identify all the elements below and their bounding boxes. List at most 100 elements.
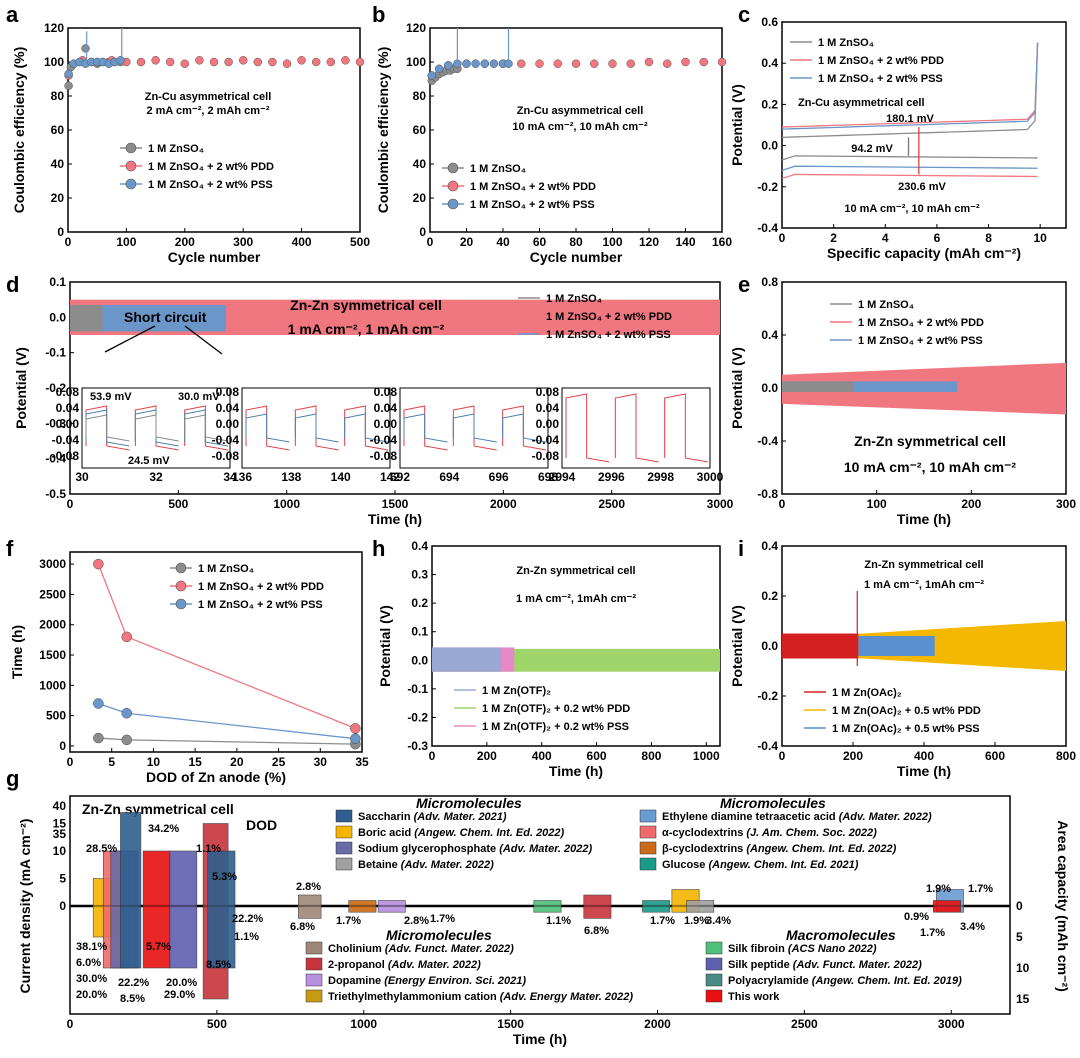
data-point [151, 56, 160, 65]
znso4-band [70, 304, 103, 332]
data-point [644, 57, 654, 67]
x-tick-label: 25 [272, 755, 286, 769]
data-point [268, 57, 277, 67]
annotation: Zn-Zn symmetrical cell [864, 559, 983, 571]
legend-entry: Cholinium (Adv. Funct. Mater. 2022) [328, 943, 514, 955]
inset-label: 24.5 mV [128, 455, 170, 467]
legend-entry: 1 M ZnSO₄ + 2 wt% PSS [858, 335, 983, 347]
inset-y-tick: -0.04 [370, 433, 398, 447]
x-tick-label: 0 [67, 1017, 74, 1031]
y-tick-label: 1000 [39, 678, 66, 692]
x-tick-label: 140 [675, 235, 695, 249]
bar-capacity [207, 905, 236, 969]
data-point [717, 57, 727, 67]
annotation: 1 mA cm⁻², 1 mAh cm⁻² [288, 321, 445, 337]
data-point [121, 707, 132, 719]
y-axis-title: Coulombic efficiency (%) [11, 47, 27, 213]
inset-y-tick: 0.08 [374, 385, 398, 399]
bar-capacity [377, 905, 406, 913]
dod-label: 5.3% [212, 871, 237, 883]
y-tick-label: 1500 [39, 648, 66, 662]
x-tick-label: 6 [934, 231, 941, 245]
y2-axis-title: Area capacity (mAh cm⁻²) [1055, 820, 1071, 992]
inset-y-tick: 0.04 [56, 401, 80, 415]
legend-entry: 1 M ZnSO₄ [470, 163, 526, 175]
y-tick-label: 100 [44, 55, 64, 69]
bar-capacity [348, 905, 377, 913]
legend-entry: 1 M ZnSO₄ + 2 wt% PSS [148, 179, 273, 191]
dod-label: 1.1% [196, 843, 221, 855]
legend-entry: 1 M ZnSO₄ [198, 563, 254, 575]
data-point [535, 59, 544, 68]
inset-y-tick: -0.08 [370, 449, 398, 463]
panel-label-a: a [6, 2, 19, 27]
y-tick-label: 500 [46, 709, 66, 723]
y-tick-label: -0.1 [407, 682, 428, 696]
y2-tick-label: 15 [1016, 992, 1030, 1006]
x-tick-label: 200 [175, 235, 195, 249]
panel-g: 0 500 1000 1500 2000 2500 30000510153540051015… [17, 795, 1071, 1047]
inset-2: 0.08 0.04 0.00 -0.04 -0.08 692 694 696 698 [370, 385, 559, 484]
data-point [282, 59, 292, 68]
panel-h: 0 200 400 600 800 1000 -0.3 -0.2 -0.1 0.0 0.1 0.2 0.… [377, 539, 721, 779]
dod-label: 6.8% [584, 925, 609, 937]
x-tick-label: 800 [1056, 749, 1076, 763]
y-tick-label: 10 [53, 844, 67, 858]
discharge-curve [781, 155, 1038, 161]
x-tick-label: 0 [427, 235, 434, 249]
inset-y-tick: 0.00 [536, 417, 560, 431]
x-tick-label: 0 [779, 497, 786, 511]
data-point [180, 59, 190, 68]
y-tick-label: 0.4 [411, 539, 428, 553]
inset-x-tick: 30 [75, 470, 89, 484]
inset-x-tick: 696 [489, 470, 509, 484]
y-tick-label: 0 [59, 739, 66, 753]
y-axis-title: Potential (V) [377, 605, 393, 687]
legend-entry: Ethylene diamine tetraacetic acid (Adv. … [662, 811, 932, 823]
x-tick-label: 400 [292, 235, 312, 249]
legend-entry: 1 M ZnSO₄ + 2 wt% PSS [818, 73, 943, 85]
y-axis-title: Coulombic efficiency (%) [375, 47, 391, 213]
inset-y-tick: -0.08 [52, 449, 80, 463]
x-axis-title: Time (h) [513, 1031, 567, 1047]
legend-marker [447, 180, 459, 192]
y-tick-label: 40 [53, 799, 67, 813]
plot-frame [781, 21, 1067, 229]
dod-label: 1.7% [650, 915, 675, 927]
x-tick-label: 20 [460, 235, 474, 249]
discharge-curve [781, 173, 1038, 180]
panel-label-g: g [6, 766, 19, 791]
x-tick-label: 10 [1034, 231, 1048, 245]
dod-title: DOD [246, 817, 277, 833]
inset-y-tick: 0.00 [216, 417, 240, 431]
dod-label: 1.7% [430, 913, 455, 925]
legend-entry: 1 M ZnSO₄ [818, 37, 874, 49]
y-axis-title: Time (h) [9, 625, 25, 679]
data-point [471, 59, 480, 68]
inset-x-tick: 138 [281, 470, 301, 484]
legend-entry: Silk peptide (Adv. Funct. Mater. 2022) [728, 959, 922, 971]
bar-current [686, 900, 715, 907]
annotation: Zn-Cu asymmetrical cell [517, 105, 644, 117]
bar-capacity [298, 905, 322, 919]
x-tick-label: 1000 [693, 749, 720, 763]
inset-y-tick: -0.04 [532, 433, 560, 447]
legend-header: Macromolecules [786, 927, 896, 943]
legend-entry: 1 M Zn(OAc)₂ + 0.5 wt% PSS [832, 723, 980, 735]
y-axis-title: Potential (V) [13, 347, 29, 429]
y-tick-label: 35 [53, 827, 67, 841]
inset-x-tick: 698 [538, 470, 558, 484]
charge-curve [781, 42, 1039, 139]
data-point [93, 558, 104, 570]
series-line [98, 702, 356, 740]
x-tick-label: 2000 [644, 1017, 671, 1031]
dod-label: 38.1% [76, 941, 107, 953]
legend-swatch [305, 941, 323, 955]
x-tick-label: 0 [65, 235, 72, 249]
data-point [209, 57, 219, 67]
dod-label: 8.5% [120, 993, 145, 1005]
y-tick-label: 80 [413, 89, 427, 103]
data-point [224, 57, 233, 67]
inset-trace [245, 413, 389, 443]
dod-label: 22.2% [118, 977, 149, 989]
